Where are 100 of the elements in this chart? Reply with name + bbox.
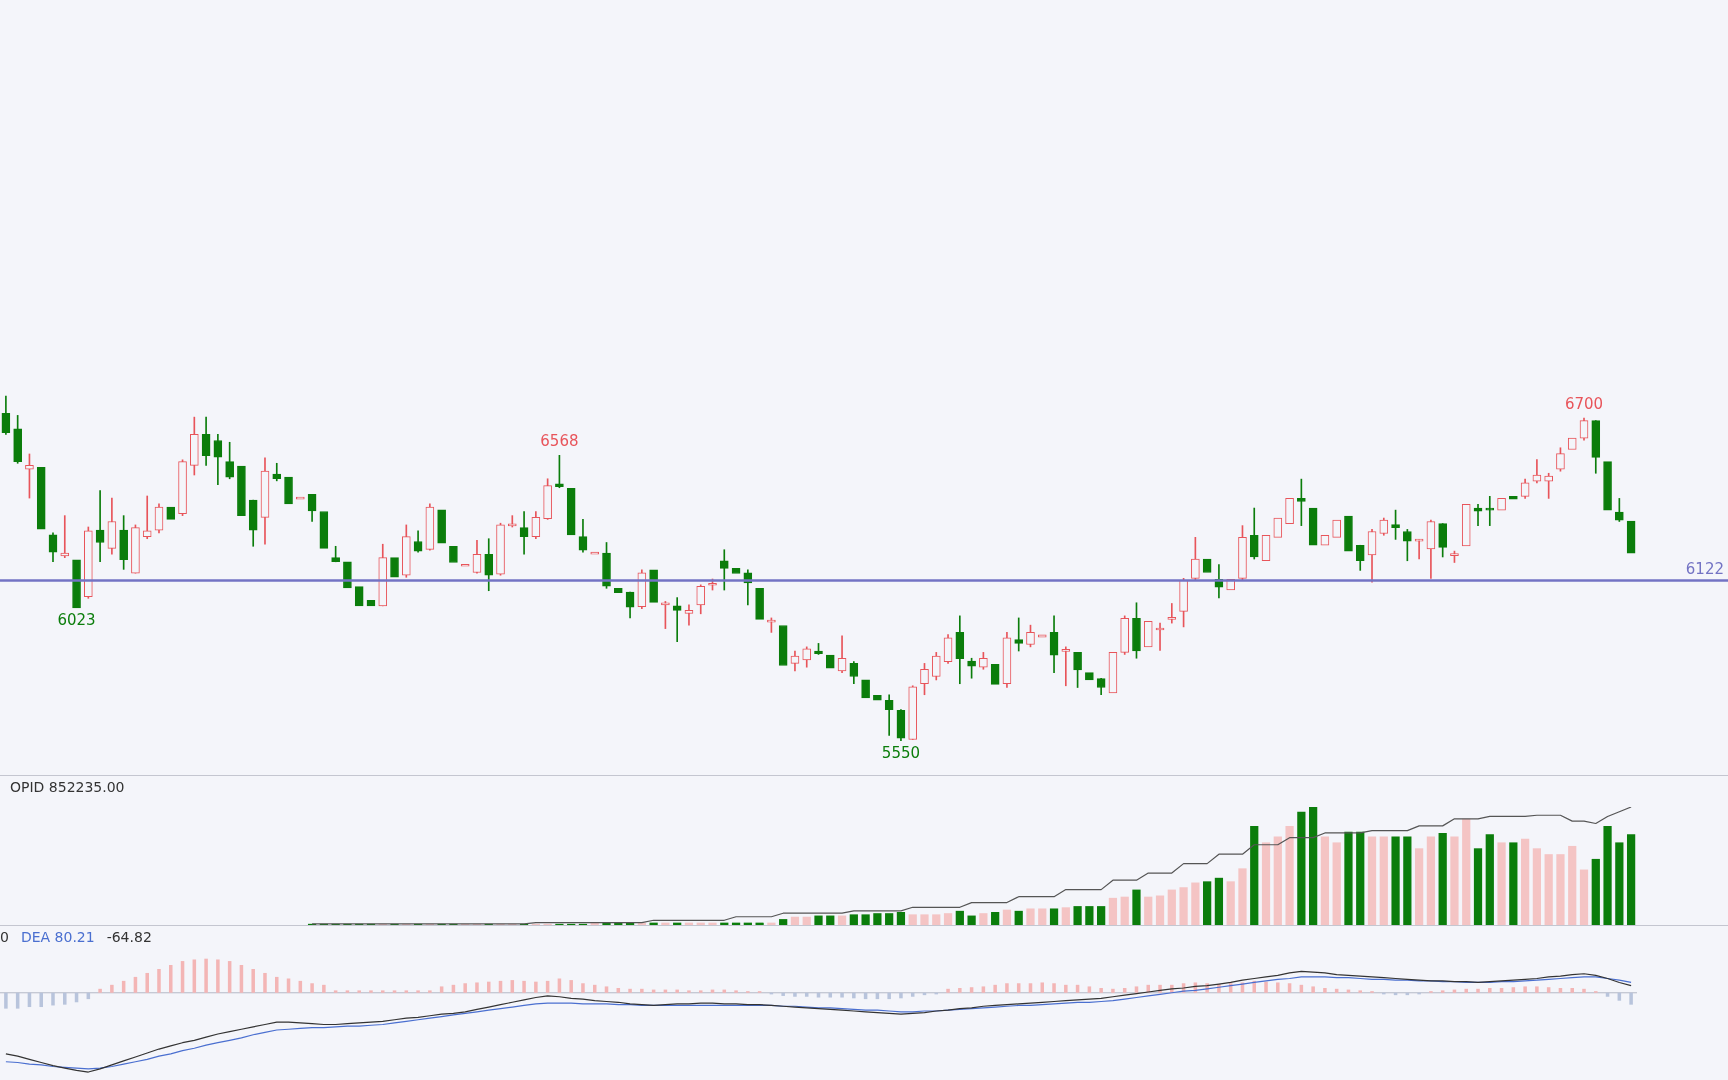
bar [1179, 887, 1188, 925]
bar [1509, 842, 1518, 925]
bar [1214, 877, 1224, 925]
text: 6122 [1685, 559, 1725, 578]
bar [98, 988, 102, 993]
bar [887, 992, 891, 1000]
bar [1403, 836, 1412, 925]
candlestick [1461, 503, 1471, 547]
bar [1005, 983, 1009, 993]
candlestick [354, 586, 364, 607]
bar [979, 913, 988, 925]
candlestick [613, 587, 623, 594]
candlestick [284, 476, 293, 505]
bar [1134, 986, 1139, 993]
bar [837, 915, 847, 925]
bar [1367, 836, 1377, 925]
bar [486, 981, 491, 993]
bar [1332, 842, 1341, 925]
bar [1391, 836, 1400, 925]
bar [1556, 854, 1565, 925]
bar [216, 959, 220, 993]
bar [263, 972, 267, 993]
bar [1273, 836, 1282, 925]
bar [734, 990, 738, 993]
candlestick [390, 557, 399, 578]
candlestick [778, 625, 788, 666]
bar [1261, 842, 1271, 925]
bar [1108, 897, 1118, 925]
bar [1358, 990, 1363, 993]
bar [204, 958, 208, 993]
bar [392, 990, 397, 993]
bar [1535, 986, 1539, 993]
bar [1087, 986, 1092, 993]
bar [1438, 832, 1447, 925]
bar [51, 992, 55, 1006]
bar [687, 990, 691, 993]
bar [958, 988, 962, 993]
bar [885, 913, 894, 925]
candlestick [1285, 498, 1294, 524]
candlestick [1603, 461, 1612, 511]
bar [1264, 981, 1268, 993]
bar [946, 988, 950, 993]
candlestick [566, 488, 576, 536]
bar [1120, 896, 1129, 925]
bar [1579, 869, 1589, 925]
bar [1061, 907, 1070, 925]
bar [1464, 988, 1468, 993]
annotation: 6568 [540, 431, 579, 450]
bar [640, 988, 644, 993]
bar [1038, 908, 1047, 925]
bar [908, 914, 917, 925]
bar [1040, 982, 1045, 993]
bar [1440, 990, 1445, 993]
candlestick [990, 664, 1000, 685]
bar [1144, 896, 1153, 925]
candlestick [519, 511, 529, 555]
bar [1497, 842, 1506, 925]
bar [157, 968, 161, 993]
bar [1511, 987, 1516, 993]
bar [967, 915, 976, 925]
bar [251, 968, 255, 993]
bar [1167, 889, 1176, 925]
chart-title: OPID 852235.00 [10, 779, 125, 795]
bar [1014, 910, 1023, 925]
text: 0 [0, 929, 9, 945]
bar [873, 913, 882, 925]
candlestick [590, 551, 600, 555]
bar [369, 990, 373, 993]
bar [826, 915, 835, 925]
bar [1582, 988, 1586, 993]
bar [779, 919, 788, 925]
bar [1309, 807, 1318, 925]
bar [1532, 848, 1542, 925]
candlestick [649, 569, 658, 603]
bar [1311, 986, 1315, 993]
bar [1546, 987, 1551, 993]
candlestick [884, 694, 894, 736]
bar [849, 914, 858, 925]
bar [1111, 988, 1115, 993]
bar [1615, 842, 1624, 925]
candlestick [861, 679, 870, 699]
bar [110, 984, 114, 993]
bar [852, 992, 856, 999]
bar [274, 976, 279, 993]
bar [1485, 834, 1494, 925]
candlestick [755, 587, 764, 620]
bar [1415, 848, 1424, 925]
bar [475, 982, 479, 993]
candlestick [1037, 634, 1047, 638]
bar [1226, 881, 1235, 925]
bar [781, 992, 785, 996]
bar [1052, 983, 1056, 993]
bar [357, 990, 361, 993]
bar [310, 983, 314, 993]
bar [569, 980, 573, 993]
bar [896, 912, 906, 925]
bar [322, 984, 326, 993]
bar [675, 989, 679, 993]
bar [39, 992, 43, 1008]
bar [4, 992, 8, 1009]
